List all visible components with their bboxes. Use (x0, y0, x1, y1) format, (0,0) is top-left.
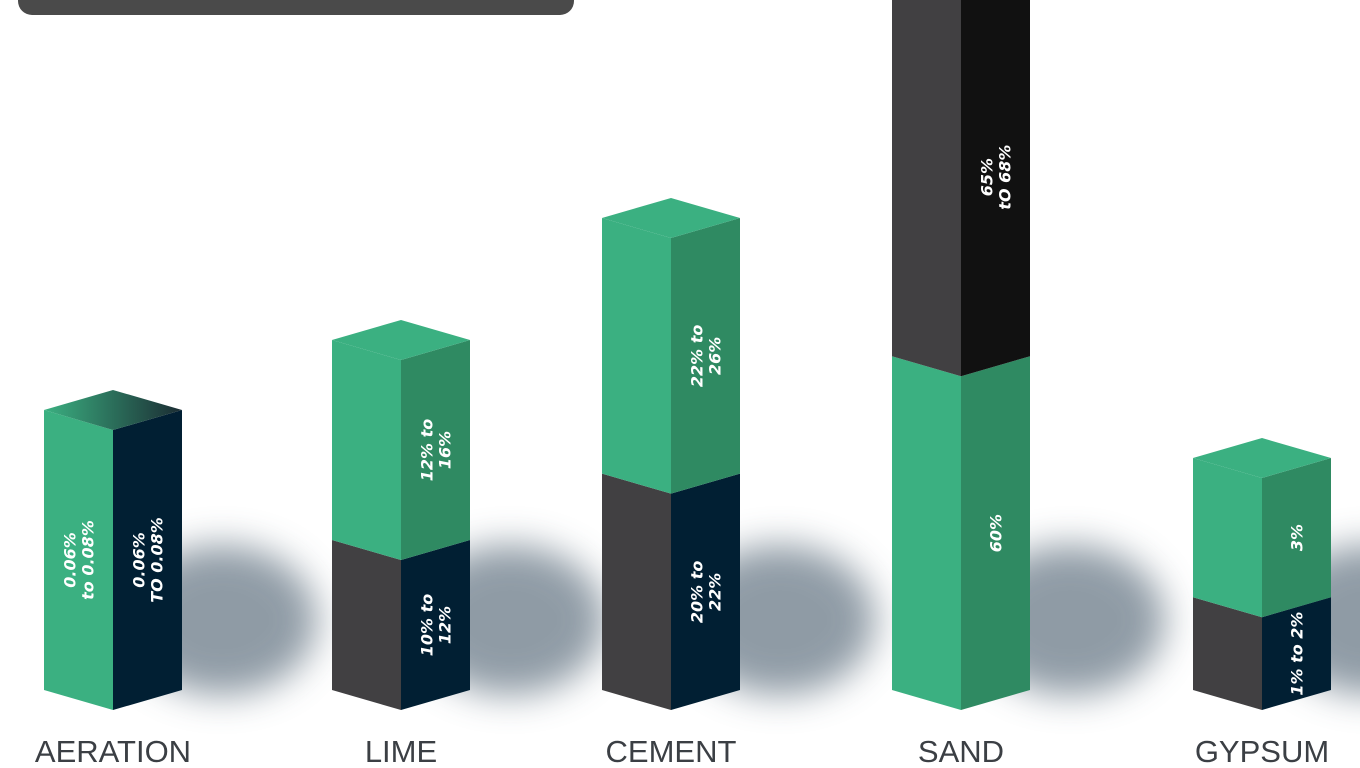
gypsum-segment-lower-front (1193, 597, 1262, 710)
cement-upper-label: 22% to26% (688, 325, 725, 388)
gypsum-segment-upper-side (1262, 458, 1331, 618)
category-label-sand: SAND (918, 734, 1004, 768)
lime-upper-label: 12% to16% (418, 419, 455, 482)
lime-segment-lower-side (401, 540, 470, 710)
cement-top (602, 198, 740, 238)
sand-lower-label: 60% (987, 514, 1006, 552)
gypsum-segment-lower-side (1262, 597, 1331, 710)
gypsum-upper-label: 3% (1288, 524, 1307, 551)
gypsum-lower-label: 1% to 2% (1288, 612, 1307, 696)
category-label-lime: LIME (365, 734, 437, 768)
aeration-top (44, 390, 182, 430)
lime-top (332, 320, 470, 360)
aeration-side-label: 0.06%TO 0.08% (130, 517, 167, 603)
cement-segment-upper-front (602, 218, 671, 494)
category-label-aeration: AERATION (35, 734, 191, 768)
cement-segment-lower-side (671, 473, 740, 710)
lime-column (332, 320, 470, 710)
aeration-segment-side (113, 410, 182, 710)
cement-lower-label: 20% to22% (688, 561, 725, 624)
sand-segment-upper-side (961, 0, 1030, 377)
aeration-segment-front (44, 410, 113, 710)
aeration-column (44, 390, 182, 710)
cement-segment-upper-side (671, 218, 740, 494)
gypsum-top (1193, 438, 1331, 478)
aeration-front-label: 0.06%to 0.08% (61, 520, 98, 600)
category-label-gypsum: GYPSUM (1195, 734, 1329, 768)
sand-upper-label: 65%tO 68% (978, 145, 1015, 210)
gypsum-column (1193, 438, 1331, 710)
lime-lower-label: 10% to12% (418, 594, 455, 657)
cement-column (602, 198, 740, 710)
title-banner (18, 0, 574, 15)
sand-column (892, 0, 1030, 710)
lime-segment-upper-front (332, 340, 401, 560)
lime-segment-upper-side (401, 340, 470, 560)
lime-segment-lower-front (332, 540, 401, 710)
category-label-cement: CEMENT (606, 734, 737, 768)
cement-segment-lower-front (602, 473, 671, 710)
sand-segment-lower-side (961, 356, 1030, 710)
gypsum-segment-upper-front (1193, 458, 1262, 618)
sand-segment-lower-front (892, 356, 961, 710)
sand-segment-upper-front (892, 0, 961, 377)
